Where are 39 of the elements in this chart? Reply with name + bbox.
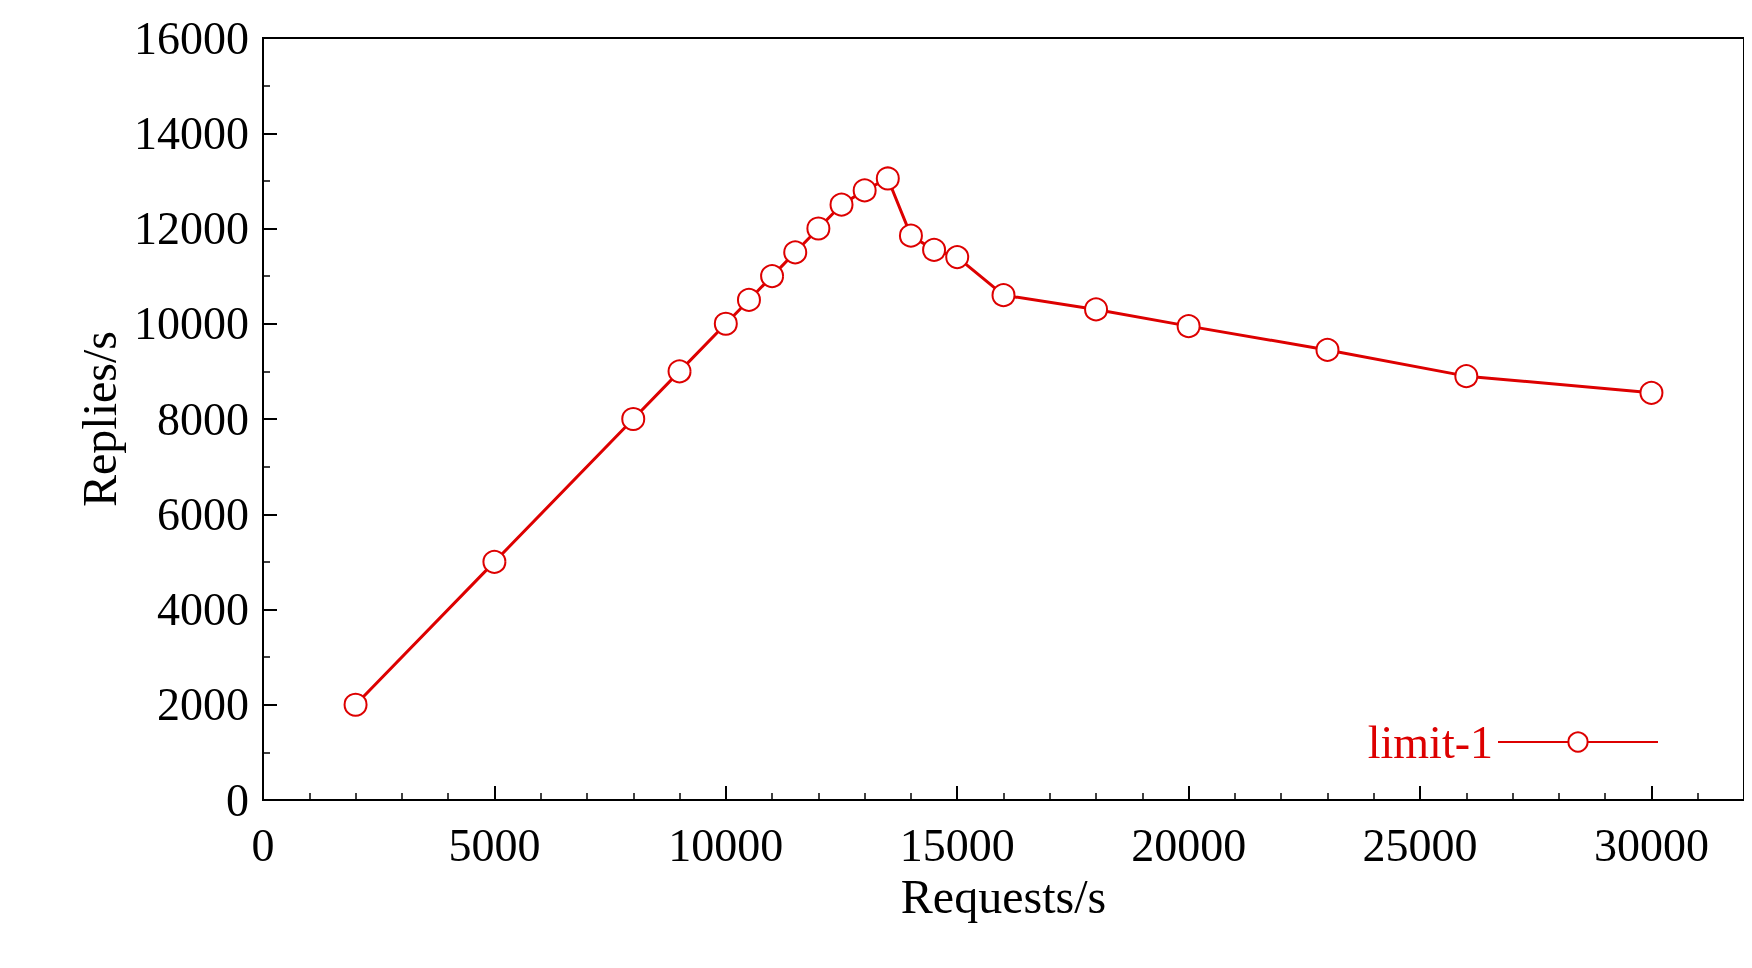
point [875,166,900,191]
x-tick-label: 30000 [1593,819,1709,871]
y-tick-label: 8000 [157,393,249,445]
point [621,407,646,431]
point [806,216,831,241]
point [482,549,507,574]
x-tick-label: 5000 [448,819,541,871]
point [667,359,692,384]
y-tick-label: 6000 [157,488,249,540]
point [1454,364,1479,389]
y-tick-label: 14000 [134,107,249,159]
x-tick-label: 25000 [1362,819,1478,871]
point [1315,337,1340,362]
y-tick-label: 4000 [157,584,249,635]
y-tick-label: 12000 [134,203,249,254]
x-tick-label: 15000 [899,819,1015,871]
point [760,264,785,289]
point [783,240,808,265]
point [945,245,970,270]
point [991,283,1016,308]
point [713,311,738,336]
x-tick-label: 10000 [668,819,784,871]
point [898,223,923,248]
point [343,692,368,717]
y-tick-label: 0 [226,774,249,826]
y-tick-label: 10000 [134,298,249,350]
point [1639,380,1664,405]
y-tick-label: 2000 [157,679,249,731]
point [829,192,854,217]
point [1084,297,1109,322]
y-tick-label: 16000 [134,12,249,64]
x-axis-title: Requests/s [900,870,1107,924]
legend-label: limit-1 [1367,716,1493,768]
point [852,178,877,203]
x-tick-label: 20000 [1131,819,1247,871]
point [736,287,761,312]
point [1176,314,1201,339]
point [922,237,947,262]
y-axis-title: Replies/s [72,331,126,507]
